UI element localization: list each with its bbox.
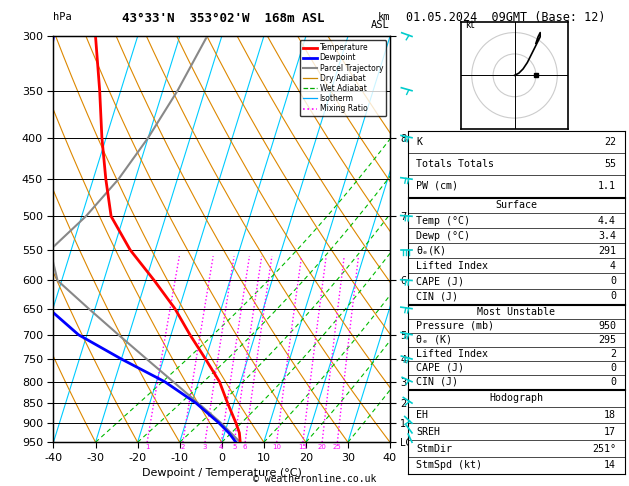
Text: 950: 950 [598,321,616,331]
Text: 4: 4 [219,444,223,451]
Text: CAPE (J): CAPE (J) [416,363,464,373]
Text: 15: 15 [298,444,308,451]
Text: ASL: ASL [371,20,390,31]
Text: StmDir: StmDir [416,444,452,453]
Text: Lifted Index: Lifted Index [416,261,488,271]
Text: hPa: hPa [53,12,72,22]
Text: 0: 0 [610,276,616,286]
Text: 3.4: 3.4 [598,231,616,241]
X-axis label: Dewpoint / Temperature (°C): Dewpoint / Temperature (°C) [142,468,302,478]
Text: CIN (J): CIN (J) [416,291,459,301]
Text: 291: 291 [598,246,616,256]
Text: 5: 5 [232,444,237,451]
Text: 25: 25 [333,444,342,451]
Text: © weatheronline.co.uk: © weatheronline.co.uk [253,473,376,484]
Text: Lifted Index: Lifted Index [416,349,488,359]
Text: 18: 18 [604,410,616,420]
Text: kt: kt [465,20,475,30]
Y-axis label: Mixing Ratio (g/kg): Mixing Ratio (g/kg) [425,193,435,285]
Text: 4.4: 4.4 [598,215,616,226]
Text: km: km [377,12,390,22]
Text: PW (cm): PW (cm) [416,181,459,191]
Text: 14: 14 [604,460,616,470]
Text: Temp (°C): Temp (°C) [416,215,470,226]
Text: Hodograph: Hodograph [489,393,543,403]
Text: SREH: SREH [416,427,440,437]
Text: EH: EH [416,410,428,420]
Text: 2: 2 [610,349,616,359]
Text: 0: 0 [610,363,616,373]
Text: 22: 22 [604,137,616,147]
Text: Pressure (mb): Pressure (mb) [416,321,494,331]
Text: Dewp (°C): Dewp (°C) [416,231,470,241]
Text: 1: 1 [145,444,149,451]
Text: StmSpd (kt): StmSpd (kt) [416,460,482,470]
Text: CAPE (J): CAPE (J) [416,276,464,286]
Text: θₑ(K): θₑ(K) [416,246,446,256]
Text: Surface: Surface [495,200,537,210]
Text: 01.05.2024  09GMT (Base: 12): 01.05.2024 09GMT (Base: 12) [406,11,605,24]
Legend: Temperature, Dewpoint, Parcel Trajectory, Dry Adiabat, Wet Adiabat, Isotherm, Mi: Temperature, Dewpoint, Parcel Trajectory… [300,40,386,116]
Text: 0: 0 [610,377,616,387]
Text: 43°33'N  353°02'W  168m ASL: 43°33'N 353°02'W 168m ASL [122,12,325,25]
Text: Totals Totals: Totals Totals [416,159,494,169]
Text: 0: 0 [610,291,616,301]
Text: 251°: 251° [592,444,616,453]
Text: 6: 6 [243,444,247,451]
Text: Most Unstable: Most Unstable [477,307,555,317]
Text: 1.1: 1.1 [598,181,616,191]
Text: 20: 20 [318,444,326,451]
Text: 17: 17 [604,427,616,437]
Text: 55: 55 [604,159,616,169]
Text: 295: 295 [598,335,616,345]
Text: K: K [416,137,422,147]
Text: 3: 3 [203,444,208,451]
Text: CIN (J): CIN (J) [416,377,459,387]
Text: 2: 2 [181,444,185,451]
Text: 4: 4 [610,261,616,271]
Text: θₑ (K): θₑ (K) [416,335,452,345]
Text: 10: 10 [272,444,281,451]
